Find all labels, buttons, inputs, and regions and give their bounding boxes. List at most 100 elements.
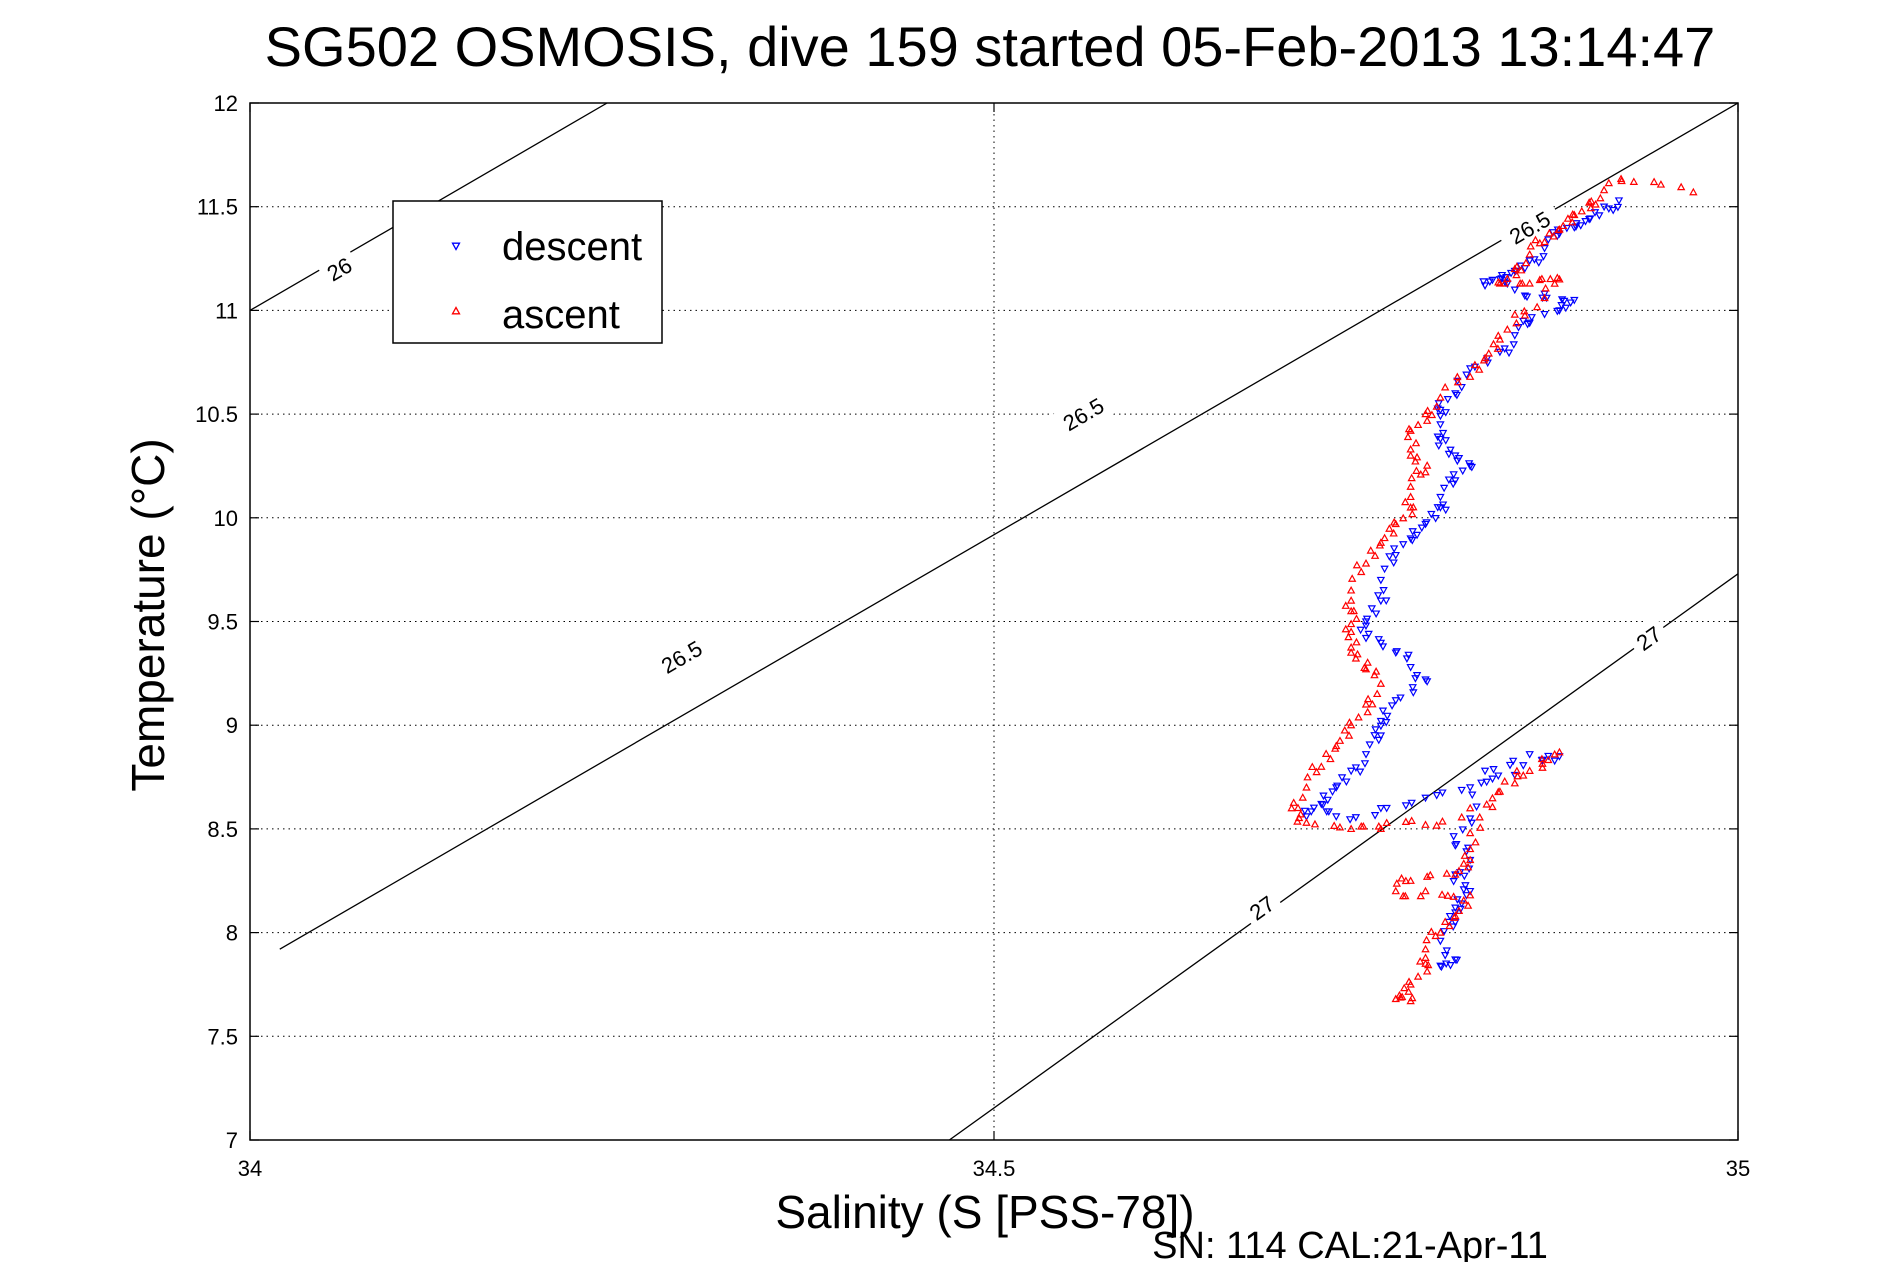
data-point-descent [1442, 947, 1452, 955]
data-point-descent [1406, 535, 1415, 543]
data-point-descent [1409, 689, 1418, 697]
x-tick-label: 34 [238, 1156, 262, 1181]
data-point-descent [1408, 528, 1417, 536]
data-point-descent [1389, 545, 1399, 553]
data-point-ascent [1512, 270, 1521, 279]
data-point-ascent [1293, 803, 1303, 812]
data-point-descent [1376, 805, 1386, 813]
data-point-descent [1566, 299, 1575, 308]
data-point-ascent [1287, 803, 1296, 812]
data-point-ascent [1689, 187, 1698, 196]
data-point-descent [1439, 928, 1449, 936]
data-point-descent [1557, 296, 1567, 304]
data-point-ascent [1335, 736, 1345, 744]
data-point-ascent [1298, 793, 1307, 801]
data-point-ascent [1554, 225, 1563, 234]
data-point-descent [1461, 882, 1470, 890]
data-point-ascent [1347, 574, 1357, 582]
data-point-ascent [1591, 199, 1600, 208]
data-point-ascent [1586, 203, 1596, 212]
data-point-ascent [1538, 759, 1547, 767]
data-point-ascent [1599, 185, 1609, 194]
data-point-ascent [1370, 551, 1380, 559]
data-point-ascent [1525, 766, 1534, 774]
data-point-descent [1361, 751, 1371, 759]
data-point-descent [1449, 833, 1458, 841]
data-point-ascent [1416, 470, 1425, 478]
data-point-ascent [1370, 670, 1379, 679]
data-point-descent [1510, 286, 1520, 295]
data-point-descent [1463, 844, 1473, 853]
data-point-descent [1376, 576, 1386, 585]
data-point-ascent [1500, 279, 1509, 287]
data-point-descent [1328, 788, 1337, 797]
data-point-ascent [1479, 355, 1489, 364]
data-point-descent [1540, 245, 1549, 253]
data-point-descent [1504, 349, 1514, 358]
data-point-descent [1361, 634, 1371, 643]
data-point-ascent [1545, 228, 1554, 237]
data-point-ascent [1359, 821, 1368, 830]
data-point-descent [1614, 197, 1624, 205]
data-point-descent [1550, 757, 1559, 766]
data-point-descent [1378, 707, 1388, 716]
data-point-descent [1465, 887, 1475, 896]
data-point-ascent [1512, 318, 1521, 327]
data-point-ascent [1422, 872, 1432, 880]
data-point-descent [1520, 292, 1530, 301]
data-point-descent [1365, 741, 1374, 750]
data-point-descent [1542, 294, 1551, 303]
data-point-ascent [1535, 275, 1545, 284]
data-point-descent [1376, 717, 1386, 726]
data-point-descent [1472, 803, 1481, 812]
data-point-descent [1300, 807, 1310, 816]
data-point-descent [1441, 437, 1450, 445]
data-point-ascent [1459, 859, 1468, 867]
data-point-ascent [1555, 274, 1564, 283]
contour-label-background [316, 246, 363, 291]
data-point-descent [1510, 332, 1520, 340]
data-point-ascent [1482, 799, 1491, 808]
data-point-ascent [1521, 258, 1531, 267]
data-point-ascent [1346, 596, 1356, 604]
data-point-ascent [1346, 585, 1356, 594]
contour-label-background [1238, 885, 1286, 931]
data-point-ascent [1422, 416, 1432, 424]
data-point-ascent [1510, 310, 1520, 318]
data-point-descent [1379, 587, 1388, 595]
data-point-descent [1421, 520, 1430, 529]
data-point-ascent [1489, 339, 1498, 348]
data-point-descent [1351, 814, 1361, 822]
data-point-ascent [1335, 822, 1345, 831]
data-point-ascent [1549, 231, 1558, 240]
data-point-descent [1345, 816, 1355, 824]
y-tick-label: 10.5 [195, 402, 238, 427]
data-point-ascent [1346, 606, 1356, 615]
data-point-ascent [1368, 699, 1377, 708]
data-point-descent [1482, 778, 1491, 787]
data-point-descent [1346, 767, 1356, 776]
y-tick-label: 9.5 [207, 610, 238, 635]
data-point-ascent [1484, 349, 1493, 357]
data-point-descent [1444, 476, 1454, 485]
data-point-descent [1440, 952, 1450, 960]
data-point-ascent [1401, 891, 1410, 900]
data-point-ascent [1412, 452, 1422, 461]
data-point-ascent [1421, 886, 1430, 895]
data-point-ascent [1346, 627, 1356, 636]
data-point-ascent [1329, 821, 1339, 829]
data-point-ascent [1401, 817, 1411, 826]
data-point-ascent [1293, 817, 1302, 825]
x-tick-label: 35 [1726, 1156, 1750, 1181]
data-point-ascent [1344, 731, 1354, 739]
data-point-descent [1407, 799, 1416, 808]
data-point-descent [1342, 778, 1351, 787]
data-point-descent [1458, 826, 1467, 834]
data-point-ascent [1520, 310, 1530, 319]
data-point-ascent [1465, 844, 1475, 853]
data-point-descent [1576, 222, 1585, 230]
data-point-descent [1408, 684, 1417, 692]
data-point-descent [1376, 722, 1386, 731]
data-point-ascent [1525, 249, 1534, 258]
data-point-descent [1337, 774, 1347, 782]
